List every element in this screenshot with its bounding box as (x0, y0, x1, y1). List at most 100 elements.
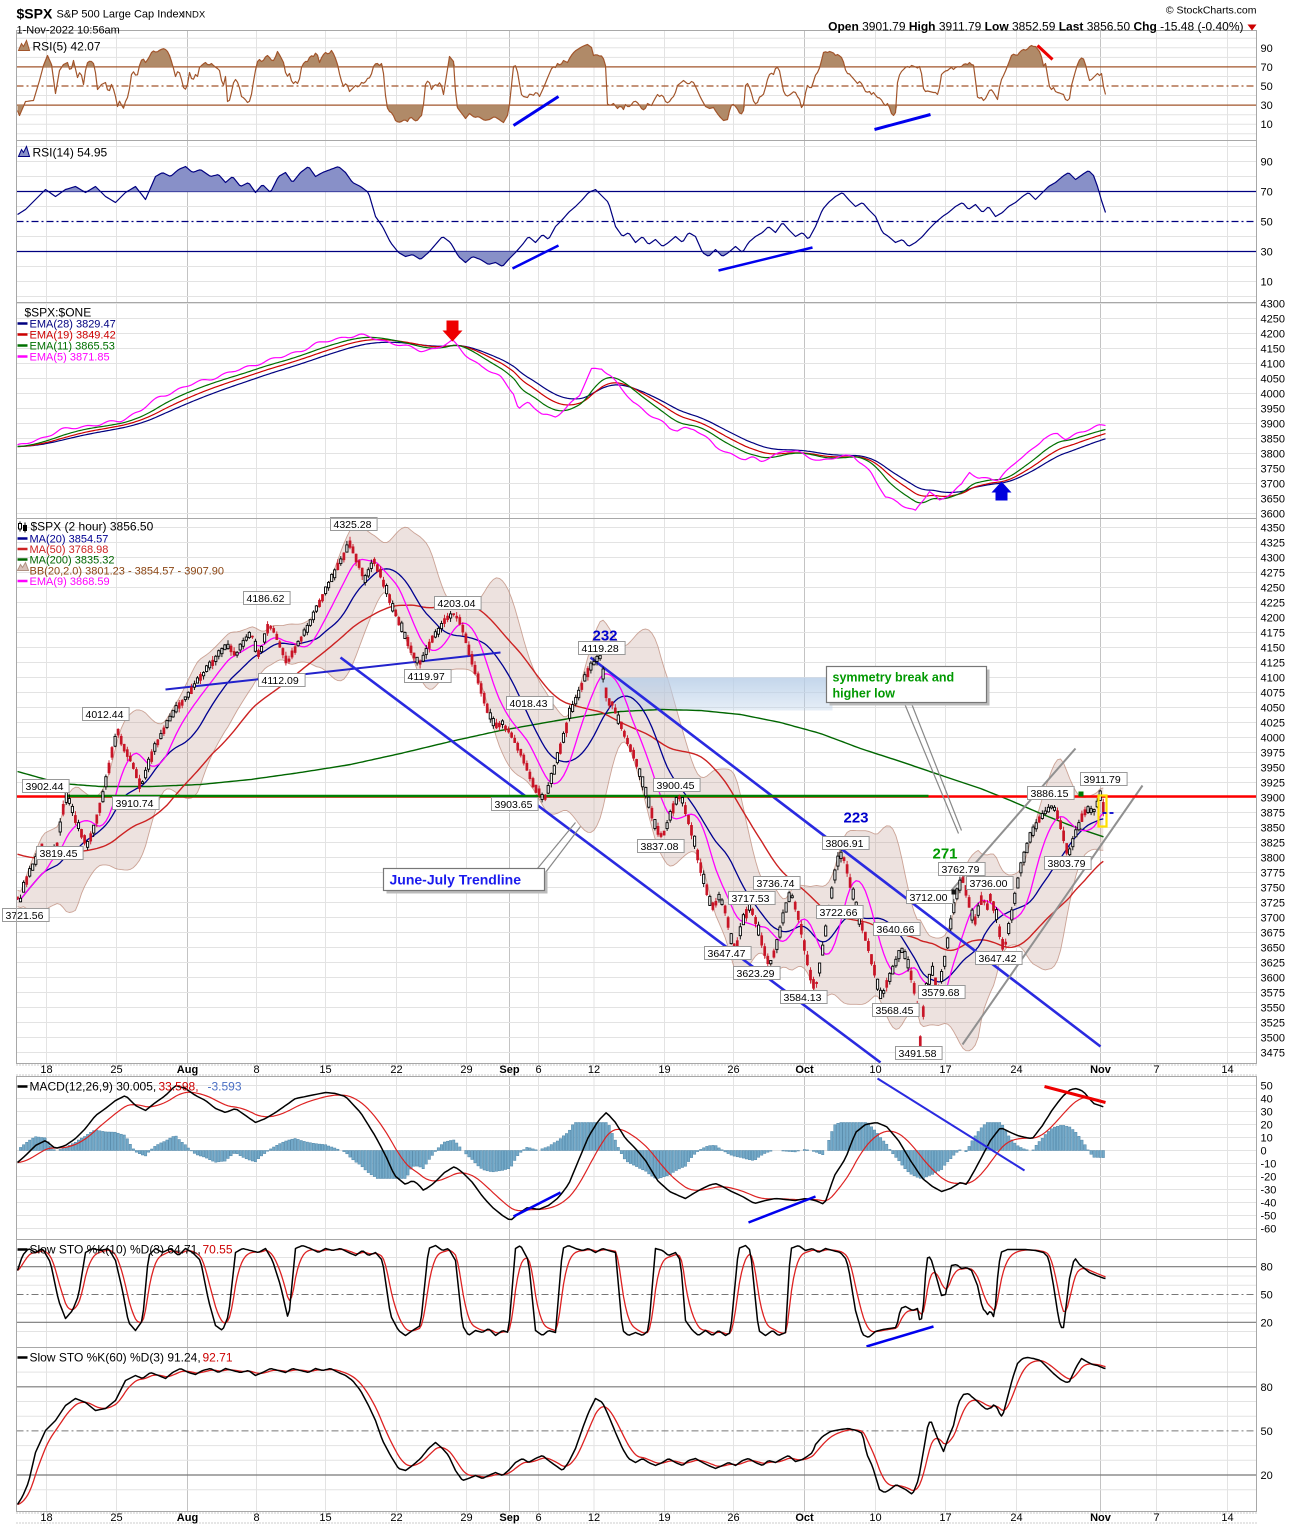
svg-text:4275: 4275 (1261, 568, 1285, 580)
svg-text:3910.74: 3910.74 (116, 798, 154, 810)
svg-text:higher low: higher low (833, 687, 896, 701)
svg-text:80: 80 (1261, 1382, 1273, 1394)
svg-text:3725: 3725 (1261, 898, 1285, 910)
svg-text:Oct: Oct (795, 1512, 814, 1524)
svg-text:4112.09: 4112.09 (262, 675, 299, 687)
svg-text:80: 80 (1261, 1262, 1273, 1274)
svg-text:22: 22 (390, 1064, 402, 1076)
svg-text:3736.00: 3736.00 (970, 878, 1008, 890)
svg-text:Oct: Oct (795, 1064, 814, 1076)
svg-text:50: 50 (1261, 1426, 1273, 1438)
svg-text:25: 25 (110, 1512, 122, 1524)
svg-text:3525: 3525 (1261, 1018, 1285, 1030)
svg-text:20: 20 (1261, 1120, 1273, 1132)
svg-text:50: 50 (1261, 1290, 1273, 1302)
svg-text:8: 8 (253, 1512, 259, 1524)
svg-text:15: 15 (319, 1064, 331, 1076)
svg-text:3911.79: 3911.79 (1084, 774, 1121, 786)
svg-text:0: 0 (1261, 1146, 1267, 1158)
svg-text:S&P 500 Large Cap Index: S&P 500 Large Cap Index (57, 9, 185, 21)
svg-text:50: 50 (1261, 81, 1273, 93)
svg-text:3803.79: 3803.79 (1048, 858, 1086, 870)
svg-text:4150: 4150 (1261, 643, 1285, 655)
svg-text:3584.13: 3584.13 (784, 992, 822, 1004)
svg-text:4175: 4175 (1261, 628, 1285, 640)
svg-text:29: 29 (460, 1064, 472, 1076)
svg-text:-10: -10 (1261, 1159, 1277, 1171)
svg-text:4018.43: 4018.43 (510, 698, 548, 710)
svg-text:MA(200) 3835.32: MA(200) 3835.32 (30, 555, 115, 567)
svg-text:12: 12 (588, 1512, 600, 1524)
svg-text:3975: 3975 (1261, 748, 1285, 760)
svg-text:3675: 3675 (1261, 928, 1285, 940)
svg-text:3640.66: 3640.66 (877, 924, 915, 936)
svg-text:18: 18 (40, 1512, 52, 1524)
svg-text:3900: 3900 (1261, 419, 1285, 431)
svg-text:4025: 4025 (1261, 718, 1285, 730)
svg-text:4050: 4050 (1261, 703, 1285, 715)
svg-text:4119.97: 4119.97 (408, 671, 445, 683)
svg-text:3750: 3750 (1261, 464, 1285, 476)
svg-text:© StockCharts.com: © StockCharts.com (1166, 5, 1257, 17)
svg-text:June-July Trendline: June-July Trendline (390, 872, 522, 888)
svg-text:3721.56: 3721.56 (6, 910, 44, 922)
svg-text:10: 10 (869, 1064, 881, 1076)
svg-text:Nov: Nov (1090, 1064, 1112, 1076)
svg-text:-30: -30 (1261, 1185, 1277, 1197)
svg-text:-40: -40 (1261, 1198, 1277, 1210)
svg-text:3647.47: 3647.47 (708, 948, 746, 960)
svg-text:6: 6 (535, 1512, 541, 1524)
svg-text:1-Nov-2022 10:56am: 1-Nov-2022 10:56am (17, 25, 120, 37)
svg-text:223: 223 (844, 810, 869, 827)
svg-text:19: 19 (658, 1064, 670, 1076)
svg-text:3500: 3500 (1261, 1033, 1285, 1045)
svg-text:26: 26 (727, 1064, 739, 1076)
svg-text:20: 20 (1261, 1317, 1273, 1329)
svg-text:3850: 3850 (1261, 823, 1285, 835)
svg-text:-50: -50 (1261, 1211, 1277, 1223)
svg-text:3750: 3750 (1261, 883, 1285, 895)
svg-text:3800: 3800 (1261, 449, 1285, 461)
svg-text:3950: 3950 (1261, 404, 1285, 416)
svg-text:4350: 4350 (1261, 523, 1285, 535)
svg-text:4075: 4075 (1261, 688, 1285, 700)
svg-text:3806.91: 3806.91 (826, 838, 864, 850)
svg-text:3700: 3700 (1261, 479, 1285, 491)
svg-text:4150: 4150 (1261, 344, 1285, 356)
svg-text:6: 6 (535, 1064, 541, 1076)
svg-text:4186.62: 4186.62 (247, 593, 285, 605)
svg-text:Aug: Aug (177, 1512, 198, 1524)
svg-text:20: 20 (1261, 1470, 1273, 1482)
svg-text:3736.74: 3736.74 (757, 878, 795, 890)
svg-text:3623.29: 3623.29 (737, 968, 775, 980)
svg-text:70.55: 70.55 (203, 1243, 233, 1257)
svg-text:3650: 3650 (1261, 494, 1285, 506)
svg-text:4119.28: 4119.28 (582, 643, 619, 655)
svg-text:3550: 3550 (1261, 1003, 1285, 1015)
svg-text:4050: 4050 (1261, 374, 1285, 386)
svg-text:40: 40 (1261, 1094, 1273, 1106)
svg-text:3850: 3850 (1261, 434, 1285, 446)
svg-text:EMA(11) 3865.53: EMA(11) 3865.53 (30, 341, 115, 353)
svg-text:$SPX:$ONE: $SPX:$ONE (25, 306, 92, 320)
svg-text:-20: -20 (1261, 1172, 1277, 1184)
svg-text:92.71: 92.71 (203, 1351, 233, 1365)
svg-text:-3.593: -3.593 (208, 1080, 242, 1094)
svg-text:$SPX: $SPX (17, 6, 53, 22)
svg-text:14: 14 (1221, 1512, 1233, 1524)
svg-text:24: 24 (1010, 1064, 1022, 1076)
svg-text:3475: 3475 (1261, 1048, 1285, 1060)
svg-text:3925: 3925 (1261, 778, 1285, 790)
svg-text:17: 17 (939, 1512, 951, 1524)
svg-text:Slow STO %K(10) %D(3) 64.71,: Slow STO %K(10) %D(3) 64.71, (30, 1243, 201, 1257)
svg-text:4300: 4300 (1261, 553, 1285, 565)
svg-text:4000: 4000 (1261, 389, 1285, 401)
svg-text:3575: 3575 (1261, 988, 1285, 1000)
svg-text:INDX: INDX (183, 10, 206, 21)
svg-text:3902.44: 3902.44 (26, 781, 64, 793)
svg-text:30: 30 (1261, 100, 1273, 112)
svg-text:EMA(28) 3829.47: EMA(28) 3829.47 (30, 319, 116, 331)
svg-text:4125: 4125 (1261, 658, 1285, 670)
svg-text:3650: 3650 (1261, 943, 1285, 955)
svg-text:Aug: Aug (177, 1064, 198, 1076)
